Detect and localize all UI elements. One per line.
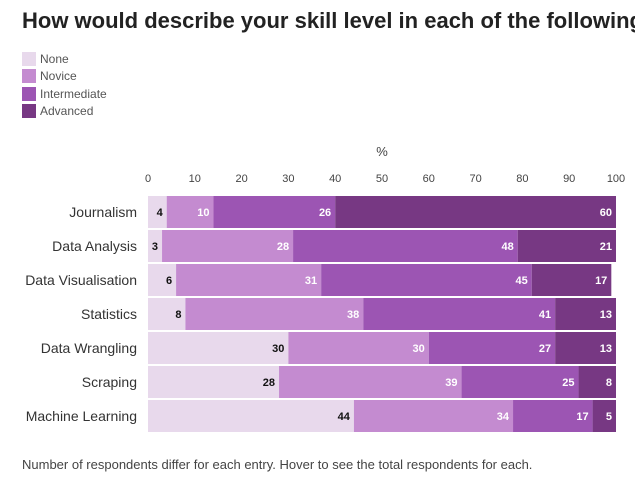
data-label: 5 — [606, 411, 612, 423]
bar-segment-none[interactable] — [148, 196, 167, 228]
bar-segment-advanced[interactable] — [555, 298, 616, 330]
x-tick-label: 80 — [516, 173, 528, 185]
x-tick-label: 100 — [607, 173, 625, 185]
data-label: 21 — [600, 241, 612, 253]
x-tick-label: 20 — [235, 173, 247, 185]
data-label: 28 — [263, 377, 275, 389]
data-label: 3 — [152, 241, 158, 253]
bar-segment-none[interactable] — [148, 264, 177, 296]
bar-segment-intermediate[interactable] — [293, 230, 518, 262]
category-label: Scraping — [82, 374, 137, 390]
data-label: 34 — [497, 411, 510, 423]
bar-segment-novice[interactable] — [279, 366, 462, 398]
data-label: 25 — [562, 377, 574, 389]
x-tick-label: 40 — [329, 173, 341, 185]
data-label: 13 — [600, 343, 612, 355]
bar-segment-none[interactable] — [148, 400, 354, 432]
bar-segment-intermediate[interactable] — [461, 366, 579, 398]
bar-segment-intermediate[interactable] — [363, 298, 556, 330]
legend-label: Novice — [40, 69, 77, 84]
data-label: 27 — [539, 343, 551, 355]
bar-segment-intermediate[interactable] — [213, 196, 336, 228]
category-label: Data Visualisation — [25, 272, 137, 288]
data-label: 30 — [413, 343, 425, 355]
category-label: Journalism — [69, 204, 137, 220]
data-label: 26 — [319, 207, 331, 219]
bar-segment-intermediate[interactable] — [428, 332, 556, 364]
bar-segment-intermediate[interactable] — [321, 264, 532, 296]
bar-segment-novice[interactable] — [162, 230, 294, 262]
chart-title: How would describe your skill level in e… — [22, 8, 635, 33]
bar-segment-advanced[interactable] — [531, 264, 612, 296]
legend-item-advanced[interactable]: Advanced — [22, 103, 107, 121]
x-tick-label: 0 — [145, 173, 151, 185]
bar-segment-advanced[interactable] — [555, 332, 616, 364]
footnote: Number of respondents differ for each en… — [22, 457, 533, 472]
data-label: 39 — [445, 377, 457, 389]
data-label: 31 — [305, 275, 317, 287]
bar-segment-novice[interactable] — [353, 400, 514, 432]
data-label: 10 — [197, 207, 209, 219]
bar-segment-none[interactable] — [148, 366, 280, 398]
data-label: 6 — [166, 275, 172, 287]
bar-segment-novice[interactable] — [176, 264, 322, 296]
data-label: 28 — [277, 241, 289, 253]
category-label: Statistics — [81, 306, 137, 322]
category-label: Data Wrangling — [41, 340, 137, 356]
legend: None Novice Intermediate Advanced — [22, 50, 107, 120]
bar-segment-novice[interactable] — [288, 332, 429, 364]
bar-segment-none[interactable] — [148, 332, 289, 364]
legend-label: Intermediate — [40, 86, 107, 101]
legend-item-none[interactable]: None — [22, 50, 107, 68]
category-label: Data Analysis — [52, 238, 137, 254]
x-axis-label: % — [376, 144, 388, 159]
data-label: 17 — [576, 411, 588, 423]
data-label: 13 — [600, 309, 612, 321]
data-label: 45 — [516, 275, 528, 287]
bar-segment-advanced[interactable] — [592, 400, 616, 432]
bar-segment-none[interactable] — [148, 298, 186, 330]
data-label: 17 — [595, 275, 607, 287]
category-label: Machine Learning — [26, 408, 137, 424]
x-tick-label: 70 — [469, 173, 481, 185]
legend-swatch — [22, 69, 36, 84]
data-label: 60 — [600, 207, 612, 219]
legend-item-intermediate[interactable]: Intermediate — [22, 85, 107, 103]
data-label: 30 — [272, 343, 284, 355]
bar-segment-advanced[interactable] — [335, 196, 616, 228]
legend-label: Advanced — [40, 104, 94, 119]
bar-segment-advanced[interactable] — [517, 230, 616, 262]
x-tick-label: 60 — [423, 173, 435, 185]
legend-item-novice[interactable]: Novice — [22, 68, 107, 86]
legend-swatch — [22, 86, 36, 101]
x-tick-label: 10 — [189, 173, 201, 185]
data-label: 4 — [157, 207, 164, 219]
data-label: 8 — [606, 377, 612, 389]
data-label: 44 — [338, 411, 351, 423]
bar-segment-novice[interactable] — [185, 298, 364, 330]
legend-label: None — [40, 51, 69, 66]
x-tick-label: 30 — [282, 173, 294, 185]
legend-swatch — [22, 51, 36, 66]
x-tick-label: 90 — [563, 173, 575, 185]
bar-segment-novice[interactable] — [166, 196, 214, 228]
legend-swatch — [22, 104, 36, 119]
data-label: 41 — [539, 309, 551, 321]
bar-segment-none[interactable] — [148, 230, 163, 262]
data-label: 8 — [175, 309, 181, 321]
bar-segment-advanced[interactable] — [578, 366, 616, 398]
bar-segment-intermediate[interactable] — [513, 400, 593, 432]
data-label: 38 — [347, 309, 359, 321]
x-tick-label: 50 — [376, 173, 388, 185]
data-label: 48 — [501, 241, 513, 253]
